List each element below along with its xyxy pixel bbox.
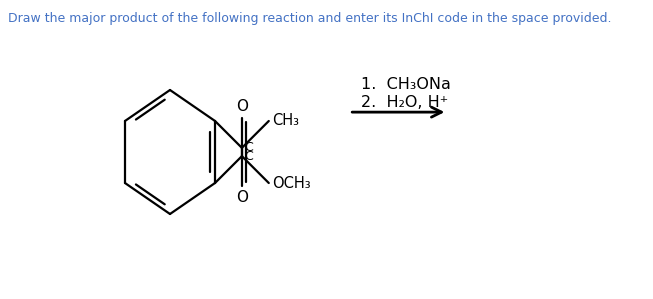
Text: 2.  H₂O, H⁺: 2. H₂O, H⁺	[361, 94, 449, 110]
Text: CH₃: CH₃	[272, 114, 299, 129]
Text: O: O	[236, 190, 248, 205]
Text: O: O	[236, 99, 248, 114]
Text: C: C	[244, 150, 253, 163]
Text: C: C	[244, 141, 253, 154]
Text: 1.  CH₃ONa: 1. CH₃ONa	[361, 77, 451, 91]
Text: Draw the major product of the following reaction and enter its InChI code in the: Draw the major product of the following …	[8, 12, 611, 25]
Text: OCH₃: OCH₃	[272, 176, 310, 190]
